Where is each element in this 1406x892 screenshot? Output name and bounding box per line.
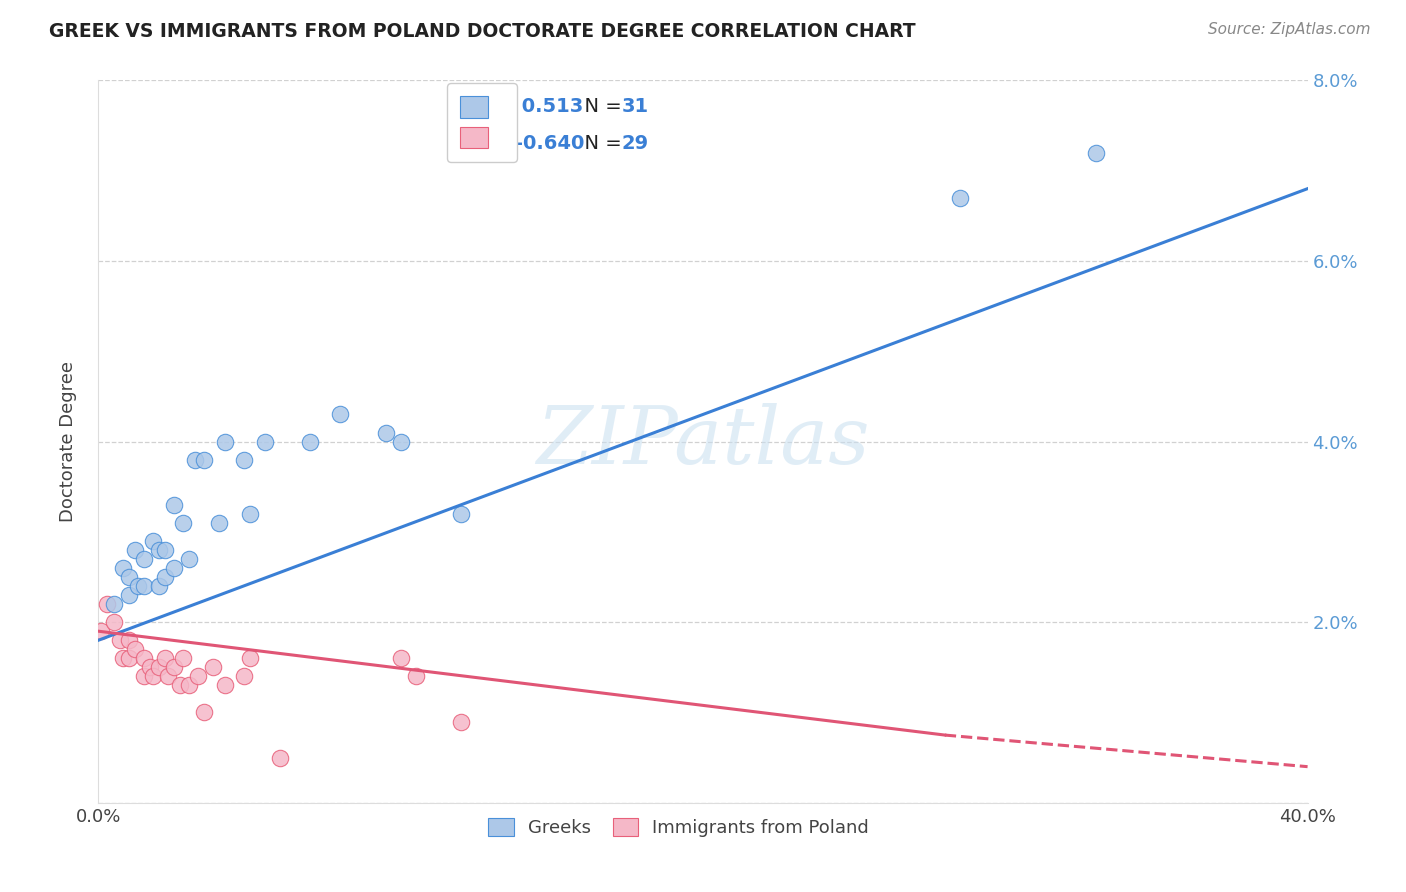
Point bbox=[124, 642, 146, 657]
Point bbox=[156, 669, 179, 683]
Legend: Greeks, Immigrants from Poland: Greeks, Immigrants from Poland bbox=[481, 811, 876, 845]
Point bbox=[148, 660, 170, 674]
Point bbox=[118, 651, 141, 665]
Point bbox=[389, 651, 412, 665]
Point bbox=[179, 552, 201, 566]
Text: GREEK VS IMMIGRANTS FROM POLAND DOCTORATE DEGREE CORRELATION CHART: GREEK VS IMMIGRANTS FROM POLAND DOCTORAT… bbox=[49, 22, 915, 41]
Point bbox=[269, 750, 291, 764]
Point bbox=[450, 507, 472, 521]
Point bbox=[172, 516, 194, 530]
Point bbox=[132, 579, 155, 593]
Point bbox=[450, 714, 472, 729]
Point bbox=[184, 452, 207, 467]
Point bbox=[163, 660, 186, 674]
Point bbox=[239, 507, 262, 521]
Point bbox=[374, 425, 396, 440]
Point bbox=[118, 633, 141, 648]
Point bbox=[253, 434, 276, 449]
Point bbox=[214, 434, 236, 449]
Point bbox=[163, 498, 186, 512]
Point bbox=[202, 660, 225, 674]
Text: 0.513: 0.513 bbox=[516, 97, 583, 116]
Text: 29: 29 bbox=[621, 134, 650, 153]
Point bbox=[132, 651, 155, 665]
Point bbox=[163, 561, 186, 575]
Point bbox=[124, 542, 146, 557]
Point bbox=[214, 678, 236, 692]
Point bbox=[111, 651, 134, 665]
Point bbox=[232, 669, 254, 683]
Point bbox=[108, 633, 131, 648]
Point bbox=[103, 615, 125, 630]
Point bbox=[187, 669, 209, 683]
Text: Source: ZipAtlas.com: Source: ZipAtlas.com bbox=[1208, 22, 1371, 37]
Point bbox=[172, 651, 194, 665]
Point bbox=[239, 651, 262, 665]
Point bbox=[148, 542, 170, 557]
Text: N =: N = bbox=[572, 97, 628, 116]
Point bbox=[193, 706, 215, 720]
Point bbox=[132, 669, 155, 683]
Point bbox=[118, 570, 141, 584]
Point bbox=[90, 624, 112, 639]
Point bbox=[169, 678, 191, 692]
Point bbox=[405, 669, 427, 683]
Point bbox=[299, 434, 322, 449]
Point bbox=[153, 542, 176, 557]
Point bbox=[111, 561, 134, 575]
Text: R =: R = bbox=[470, 97, 512, 116]
Point bbox=[96, 597, 118, 611]
Point bbox=[153, 570, 176, 584]
Point bbox=[139, 660, 162, 674]
Point bbox=[127, 579, 149, 593]
Point bbox=[193, 452, 215, 467]
Point bbox=[208, 516, 231, 530]
Point bbox=[329, 408, 352, 422]
Point bbox=[148, 579, 170, 593]
Text: N =: N = bbox=[572, 134, 628, 153]
Text: -0.640: -0.640 bbox=[516, 134, 585, 153]
Point bbox=[132, 552, 155, 566]
Point bbox=[949, 191, 972, 205]
Text: R =: R = bbox=[470, 134, 512, 153]
Point bbox=[118, 588, 141, 602]
Point bbox=[179, 678, 201, 692]
Point bbox=[142, 669, 165, 683]
Point bbox=[103, 597, 125, 611]
Y-axis label: Doctorate Degree: Doctorate Degree bbox=[59, 361, 77, 522]
Text: 31: 31 bbox=[621, 97, 650, 116]
Point bbox=[232, 452, 254, 467]
Text: ZIPatlas: ZIPatlas bbox=[536, 403, 870, 480]
Point bbox=[1085, 145, 1108, 160]
Point bbox=[153, 651, 176, 665]
Point bbox=[389, 434, 412, 449]
Point bbox=[142, 533, 165, 548]
